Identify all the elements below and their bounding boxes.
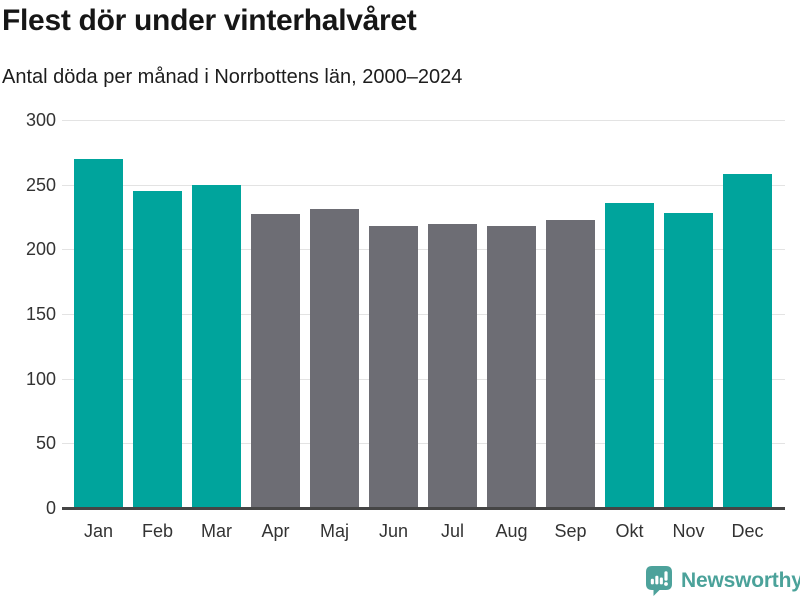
x-axis-tick-label: Apr: [261, 521, 290, 541]
x-axis-tick-label: Nov: [672, 521, 705, 541]
y-axis-tick-label: 50: [35, 433, 56, 454]
y-axis-tick-label: 300: [25, 110, 56, 130]
gridline-150: [62, 314, 785, 315]
gridline-50: [62, 443, 785, 445]
x-axis-tick-label: Mar: [201, 521, 232, 541]
bar-aug: [487, 226, 536, 508]
x-axis-tick-label: Aug: [495, 521, 528, 541]
bar-jun: [369, 226, 418, 508]
x-axis-tick-label: Dec: [731, 521, 764, 541]
chart-subtitle: Antal döda per månad i Norrbottens län, …: [2, 66, 463, 88]
y-axis-tick-label: 250: [25, 174, 56, 195]
bar-jul: [428, 223, 477, 508]
gridline-250: [62, 184, 785, 186]
brand-name: Newsworthy: [681, 568, 800, 592]
x-axis-line: [62, 507, 785, 510]
bar-mar: [192, 184, 241, 508]
bar-apr: [251, 214, 300, 508]
y-axis-tick-label: 100: [25, 368, 56, 389]
bar-maj: [310, 209, 359, 508]
bar-nov: [664, 213, 713, 508]
x-axis-tick-label: Jan: [83, 521, 114, 541]
brand-footer: Newsworthy: [644, 564, 800, 597]
chart-title: Flest dör under vinterhalvåret: [2, 4, 417, 37]
gridline-200: [62, 249, 785, 251]
bar-okt: [605, 202, 654, 508]
x-axis-tick-label: Feb: [141, 521, 174, 541]
y-axis-tick-label: 150: [25, 304, 56, 324]
bar-dec: [723, 174, 772, 508]
bar-jan: [74, 158, 123, 508]
x-axis-tick-label: Jun: [378, 521, 409, 541]
x-axis-tick-label: Sep: [554, 521, 587, 541]
y-axis-tick-label: 0: [45, 498, 56, 518]
x-axis-tick-label: Maj: [319, 521, 349, 541]
gridline-100: [62, 378, 785, 380]
bar-feb: [133, 191, 182, 508]
x-axis-tick-label: Jul: [440, 521, 464, 541]
y-axis-tick-label: 200: [25, 239, 56, 260]
bar-sep: [546, 219, 595, 508]
x-axis-tick-label: Okt: [615, 521, 644, 541]
gridline-300: [62, 120, 785, 121]
bar-chart-speech-bubble-icon: [646, 566, 672, 596]
